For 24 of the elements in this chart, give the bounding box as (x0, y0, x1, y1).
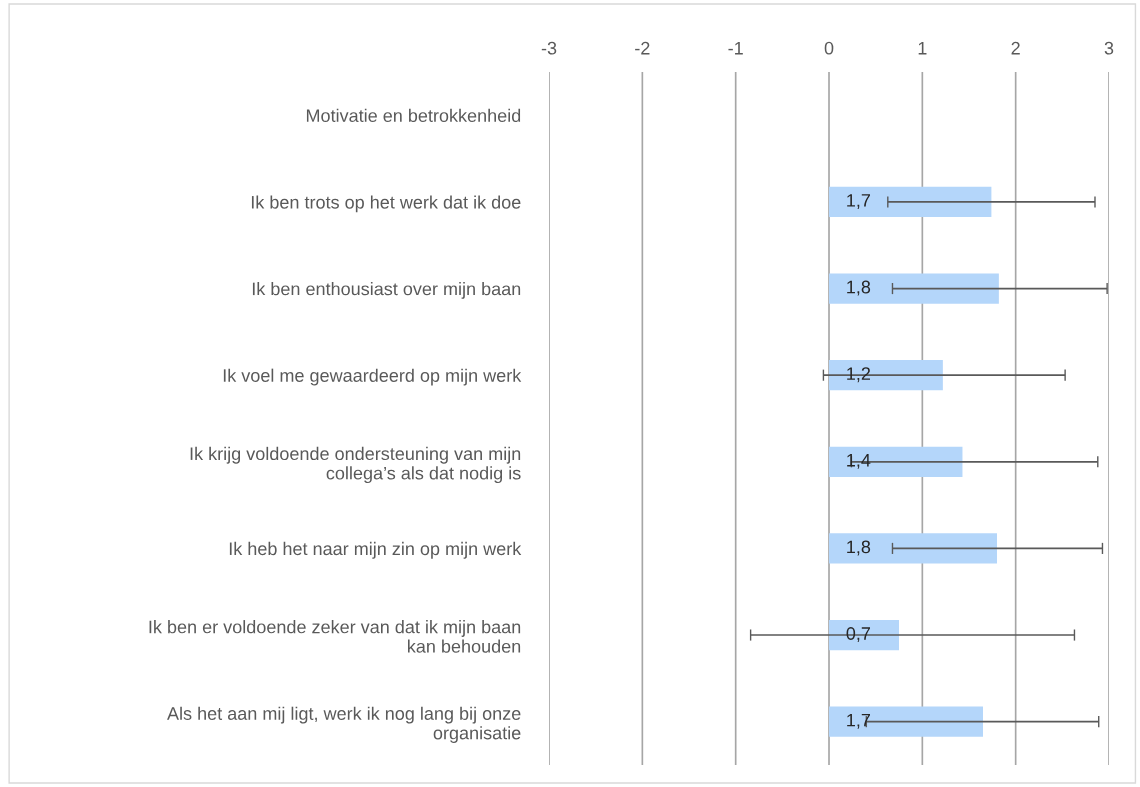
x-tick-label: 1 (918, 41, 927, 55)
y-tick-label: Ik ben enthousiast over mijn baan (252, 282, 521, 299)
bar (829, 706, 983, 737)
bar (829, 360, 943, 391)
y-tick-label: Als het aan mij ligt, werk ik nog lang bij onze organisatie (167, 706, 521, 743)
bar (829, 533, 997, 564)
y-tick-label: Motivatie en betrokkenheid (306, 108, 521, 123)
x-tick-label: 0 (824, 41, 834, 55)
data-label: 1,8 (847, 280, 871, 296)
y-tick-label: Ik ben er voldoende zeker van dat ik mijn baan kan behouden (149, 620, 521, 653)
x-tick-label: 2 (1011, 41, 1020, 55)
y-tick-label: Ik krijg voldoende ondersteuning van mijn collega’s als dat nodig is (190, 446, 521, 484)
y-tick-label: Ik heb het naar mijn zin op mijn werk (229, 541, 522, 559)
bar (829, 273, 999, 304)
bar (829, 186, 992, 218)
x-tick-label: -1 (728, 41, 743, 55)
x-tick-label: -2 (635, 41, 650, 55)
x-tick-label: -3 (541, 41, 557, 55)
y-tick-label: Ik voel me gewaardeerd op mijn werk (223, 368, 522, 386)
y-tick-label: Ik ben trots op het werk dat ik doe (251, 195, 521, 213)
bar (829, 446, 963, 477)
data-label: 1,7 (847, 194, 870, 209)
x-tick-label: 3 (1104, 41, 1114, 55)
data-label: 1,8 (847, 540, 871, 556)
